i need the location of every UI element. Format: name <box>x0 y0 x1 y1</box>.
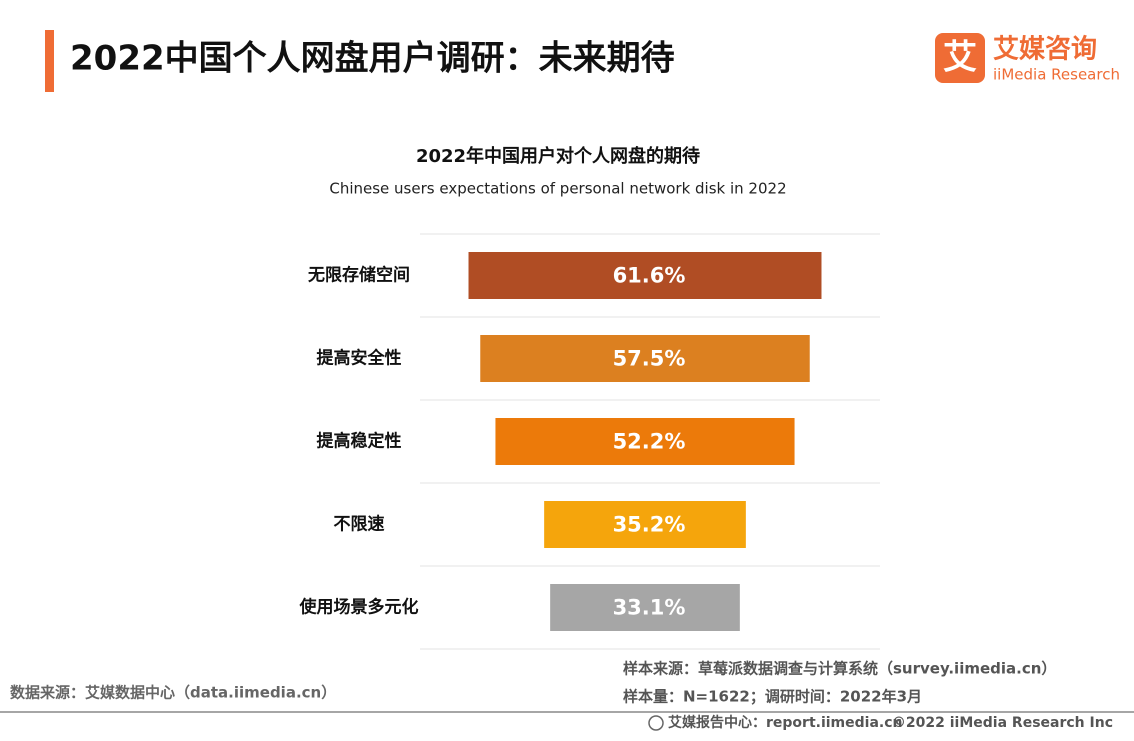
value-label: 33.1% <box>613 596 686 620</box>
bar <box>550 584 740 631</box>
logo-cn: 艾媒咨询 <box>993 34 1097 65</box>
value-label: 61.6% <box>613 264 686 288</box>
bar <box>468 252 822 299</box>
sample-size: 样本量：N=1622；调研时间：2022年3月 <box>623 688 922 706</box>
page-title: 2022中国个人网盘用户调研：未来期待 <box>70 39 675 79</box>
sample-source: 样本来源：草莓派数据调查与计算系统（survey.iimedia.cn） <box>623 660 1056 678</box>
bar <box>495 418 795 465</box>
category-label: 无限存储空间 <box>307 265 410 286</box>
bar <box>544 501 746 548</box>
logo-en: iiMedia Research <box>993 66 1120 84</box>
category-label: 提高安全性 <box>317 348 402 369</box>
category-label: 不限速 <box>334 514 385 535</box>
report-center: 艾媒报告中心：report.iimedia.cn <box>668 714 903 731</box>
category-label: 提高稳定性 <box>317 431 402 452</box>
plot: 无限存储空间 61.6% 提高安全性 57.5% 提高稳定性 52.2% 不限速 35.2% 使… <box>299 233 880 650</box>
category-label: 使用场景多元化 <box>299 597 419 618</box>
value-label: 35.2% <box>613 513 686 537</box>
title-accent <box>45 30 54 92</box>
copyright: ©2022 iiMedia Research Inc <box>892 715 1113 731</box>
bar <box>480 335 810 382</box>
chart-subtitle: Chinese users expectations of personal n… <box>329 180 786 198</box>
chart-title: 2022年中国用户对个人网盘的期待 <box>416 145 700 167</box>
globe-icon <box>648 715 664 731</box>
value-label: 52.2% <box>613 430 686 454</box>
value-label: 57.5% <box>613 347 686 371</box>
logo-box <box>935 33 985 83</box>
logo-mark: 艾 <box>943 38 977 78</box>
data-source: 数据来源：艾媒数据中心（data.iimedia.cn） <box>10 684 336 702</box>
